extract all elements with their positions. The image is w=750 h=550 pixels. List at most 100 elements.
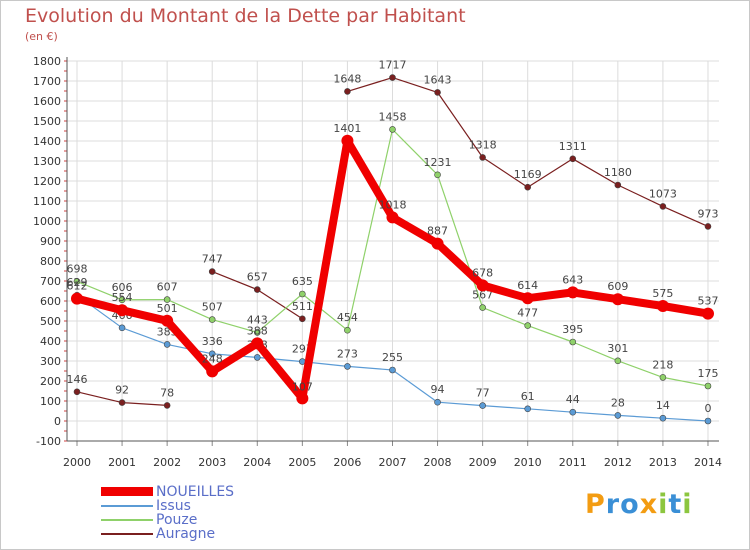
x-tick-label: 2002 — [153, 456, 181, 469]
logo-letter: x — [639, 489, 659, 520]
data-point-issus — [569, 408, 577, 416]
data-point-auragne — [524, 183, 532, 191]
x-tick-label: 2006 — [333, 456, 361, 469]
data-label-auragne: 1073 — [649, 187, 677, 200]
data-point-issus — [659, 414, 667, 422]
data-label-noueilles: 575 — [652, 287, 673, 300]
data-point-noueilles — [341, 134, 354, 147]
data-point-pouze — [659, 374, 667, 381]
plot-area — [67, 61, 719, 441]
data-point-pouze — [163, 296, 171, 303]
data-point-auragne — [118, 399, 126, 406]
data-label-issus: 77 — [476, 387, 490, 400]
data-label-auragne: 1318 — [469, 138, 497, 151]
data-point-issus — [614, 412, 622, 419]
x-tick-label: 2010 — [514, 456, 542, 469]
data-label-pouze: 1458 — [378, 110, 406, 123]
data-point-issus — [344, 363, 351, 370]
data-label-auragne: 92 — [115, 384, 129, 397]
data-point-auragne — [704, 223, 712, 230]
data-label-auragne: 1643 — [424, 73, 452, 86]
x-tick-label: 2005 — [288, 456, 316, 469]
data-label-noueilles: 537 — [697, 295, 718, 308]
data-point-noueilles — [251, 337, 264, 350]
data-point-noueilles — [476, 279, 489, 292]
legend-label: NOUEILLES — [156, 484, 235, 500]
data-label-issus: 44 — [566, 393, 580, 406]
data-point-issus — [479, 402, 486, 409]
x-tick-label: 2012 — [604, 456, 632, 469]
data-label-issus: 0 — [704, 402, 711, 415]
data-point-auragne — [389, 74, 396, 81]
logo-letter: i — [682, 489, 693, 520]
data-label-noueilles: 388 — [247, 324, 268, 337]
chart-subtitle: (en €) — [25, 30, 58, 43]
x-tick-label: 2011 — [559, 456, 587, 469]
y-tick-label: 1200 — [33, 175, 61, 188]
data-label-noueilles: 612 — [67, 280, 88, 293]
data-label-auragne: 973 — [697, 207, 718, 220]
data-point-auragne — [253, 286, 261, 293]
data-label-pouze: 635 — [292, 275, 313, 288]
data-label-auragne: 78 — [160, 386, 174, 399]
data-point-pouze — [704, 382, 712, 390]
data-point-auragne — [73, 388, 81, 396]
y-tick-label: 1000 — [33, 215, 61, 228]
x-tick-label: 2008 — [424, 456, 452, 469]
data-label-auragne: 1648 — [333, 72, 361, 85]
data-label-auragne: 1169 — [514, 168, 542, 181]
data-label-noueilles: 609 — [607, 280, 628, 293]
y-tick-label: 400 — [40, 335, 61, 348]
y-tick-label: 1800 — [33, 55, 61, 68]
data-point-noueilles — [431, 237, 444, 250]
data-label-issus: 629 — [67, 276, 88, 289]
data-label-pouze: 175 — [697, 367, 718, 380]
y-tick-label: 0 — [54, 415, 61, 428]
data-point-pouze — [524, 322, 532, 329]
data-label-auragne: 747 — [202, 253, 223, 266]
data-label-noueilles: 554 — [112, 291, 133, 304]
data-label-pouze: 1231 — [424, 156, 452, 169]
data-label-issus: 94 — [431, 383, 445, 396]
data-point-pouze — [299, 290, 306, 298]
x-tick-label: 2013 — [649, 456, 677, 469]
y-tick-label: 200 — [40, 375, 61, 388]
data-point-issus — [389, 366, 396, 374]
legend-swatch — [101, 505, 153, 507]
legend-label: Issus — [156, 498, 191, 514]
data-point-noueilles — [521, 292, 534, 305]
data-label-issus: 14 — [656, 399, 670, 412]
data-label-pouze: 301 — [607, 342, 628, 355]
data-point-issus — [118, 324, 126, 332]
legend-swatch — [101, 533, 153, 535]
y-tick-label: 600 — [40, 295, 61, 308]
logo-letter: t — [668, 489, 683, 520]
y-tick-label: 700 — [40, 275, 61, 288]
data-point-noueilles — [71, 292, 83, 305]
data-label-auragne: 1311 — [559, 140, 587, 153]
data-label-issus: 273 — [337, 347, 358, 360]
data-label-noueilles: 1018 — [378, 198, 406, 211]
data-point-issus — [253, 354, 261, 361]
data-label-auragne: 146 — [67, 373, 88, 386]
data-point-pouze — [208, 316, 216, 323]
y-tick-label: 500 — [40, 315, 61, 328]
data-label-noueilles: 887 — [427, 225, 448, 238]
data-label-pouze: 443 — [247, 313, 268, 326]
data-point-auragne — [434, 89, 441, 96]
data-point-pouze — [479, 304, 486, 311]
y-tick-label: 900 — [40, 235, 61, 248]
y-tick-label: 1500 — [33, 115, 61, 128]
data-label-noueilles: 1401 — [333, 122, 361, 135]
data-point-issus — [704, 417, 712, 425]
data-point-auragne — [659, 203, 667, 210]
data-point-auragne — [569, 155, 577, 163]
data-label-pouze: 606 — [112, 281, 133, 294]
data-point-noueilles — [701, 307, 714, 320]
data-point-auragne — [299, 315, 306, 323]
y-tick-label: 1700 — [33, 75, 61, 88]
data-point-noueilles — [116, 304, 129, 317]
legend-label: Pouze — [156, 512, 198, 528]
data-point-noueilles — [566, 286, 579, 299]
